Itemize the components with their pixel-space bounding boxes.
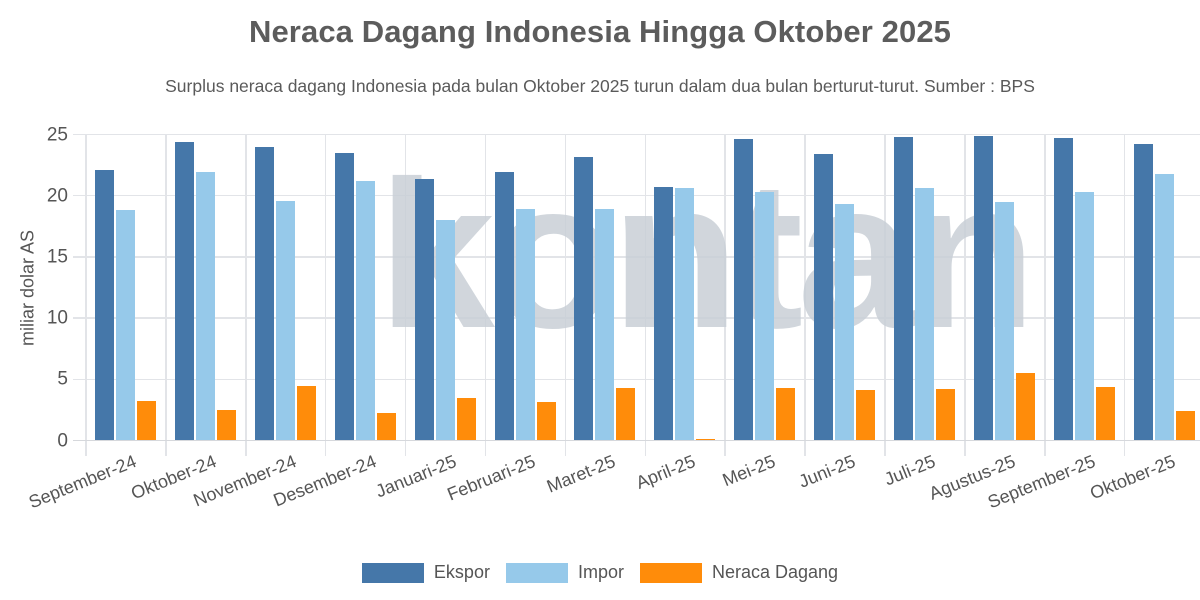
legend-label: Impor	[577, 562, 624, 582]
bar-impor[interactable]	[116, 210, 135, 441]
gridline-vertical	[484, 134, 487, 456]
bar-impor[interactable]	[515, 209, 535, 441]
bar-ekspor[interactable]	[1053, 138, 1073, 441]
y-tick-label: 0	[57, 430, 68, 451]
x-tick-label: Maret-25	[544, 451, 619, 497]
legend-swatch-neraca	[639, 562, 702, 583]
bar-impor[interactable]	[1074, 192, 1094, 441]
gridline-horizontal	[73, 194, 1200, 197]
gridline-vertical	[804, 134, 806, 456]
bar-neraca[interactable]	[1095, 387, 1115, 441]
gridline-vertical	[85, 134, 87, 456]
bar-ekspor[interactable]	[254, 146, 274, 441]
bar-neraca[interactable]	[936, 389, 955, 441]
bar-impor[interactable]	[675, 188, 695, 441]
x-tick-label: Januari-25	[372, 451, 459, 502]
bar-impor[interactable]	[195, 172, 215, 441]
gridline-vertical	[324, 134, 327, 456]
x-tick-label: Februari-25	[444, 451, 539, 505]
gridline-vertical	[964, 134, 966, 456]
gridline-horizontal	[73, 378, 1200, 381]
bar-neraca[interactable]	[216, 410, 236, 441]
x-tick-label: Oktober-25	[1086, 451, 1178, 504]
x-tick-label: September-24	[25, 451, 140, 513]
bar-neraca[interactable]	[1015, 373, 1035, 441]
x-tick-label: Juni-25	[795, 451, 859, 492]
gridline-vertical	[404, 134, 407, 456]
bar-neraca[interactable]	[616, 387, 636, 441]
bar-neraca[interactable]	[137, 400, 156, 441]
gridline-vertical	[724, 134, 726, 456]
legend-item-ekspor[interactable]: Ekspor	[361, 562, 490, 583]
chart-subtitle: Surplus neraca dagang Indonesia pada bul…	[165, 76, 1035, 96]
bar-ekspor[interactable]	[654, 187, 674, 441]
gridline-horizontal	[73, 256, 1200, 258]
legend-item-neraca[interactable]: Neraca Dagang	[639, 562, 839, 583]
y-axis-label: miliar dolar AS	[17, 229, 38, 347]
bar-neraca[interactable]	[776, 387, 796, 441]
bar-ekspor[interactable]	[334, 152, 354, 441]
y-tick-label: 5	[57, 368, 68, 390]
bar-neraca[interactable]	[376, 413, 396, 441]
bar-impor[interactable]	[755, 192, 775, 441]
bar-ekspor[interactable]	[894, 136, 913, 441]
bar-ekspor[interactable]	[95, 169, 114, 441]
legend-swatch-ekspor	[361, 562, 424, 583]
bar-impor[interactable]	[1154, 173, 1174, 441]
y-tick-label: 15	[46, 246, 68, 268]
legend-item-impor[interactable]: Impor	[505, 562, 624, 583]
gridline-vertical	[884, 134, 886, 456]
y-tick-label: 20	[46, 185, 68, 207]
gridline-vertical	[644, 134, 647, 456]
x-tick-label: Mei-25	[719, 451, 779, 491]
gridline-horizontal	[73, 317, 1200, 319]
bar-neraca[interactable]	[856, 390, 876, 441]
bar-ekspor[interactable]	[734, 139, 754, 441]
bar-impor[interactable]	[994, 201, 1014, 441]
chart-title: Neraca Dagang Indonesia Hingga Oktober 2…	[248, 14, 951, 49]
bar-ekspor[interactable]	[814, 154, 834, 441]
bar-neraca[interactable]	[456, 398, 476, 441]
gridline-vertical	[245, 134, 247, 456]
bar-impor[interactable]	[275, 200, 295, 441]
gridline-vertical	[1123, 134, 1126, 456]
gridline-vertical	[165, 134, 167, 456]
gridline-vertical	[1044, 134, 1046, 456]
gridline-horizontal	[73, 133, 1200, 136]
gridline-vertical	[564, 134, 567, 456]
bar-impor[interactable]	[915, 188, 934, 441]
bar-neraca[interactable]	[536, 402, 556, 441]
bar-ekspor[interactable]	[973, 135, 993, 441]
x-axis-line	[73, 439, 1200, 442]
x-tick-label: April-25	[633, 451, 699, 493]
bar-ekspor[interactable]	[414, 178, 434, 441]
y-tick-label: 25	[46, 124, 68, 145]
y-tick-label: 10	[46, 307, 68, 329]
bar-ekspor[interactable]	[494, 172, 514, 441]
bar-impor[interactable]	[355, 181, 375, 441]
bar-neraca[interactable]	[1175, 411, 1195, 441]
bar-impor[interactable]	[435, 220, 455, 441]
bar-neraca[interactable]	[696, 438, 716, 441]
legend-label: Ekspor	[433, 562, 490, 582]
bar-ekspor[interactable]	[1133, 144, 1153, 441]
bar-impor[interactable]	[595, 209, 615, 441]
bar-neraca[interactable]	[296, 386, 316, 441]
legend: Ekspor Impor Neraca Dagang	[0, 562, 1200, 583]
bar-impor[interactable]	[835, 204, 855, 441]
legend-label: Neraca Dagang	[711, 562, 839, 582]
bar-ekspor[interactable]	[174, 141, 194, 441]
bar-ekspor[interactable]	[574, 156, 594, 441]
legend-swatch-impor	[505, 562, 568, 583]
